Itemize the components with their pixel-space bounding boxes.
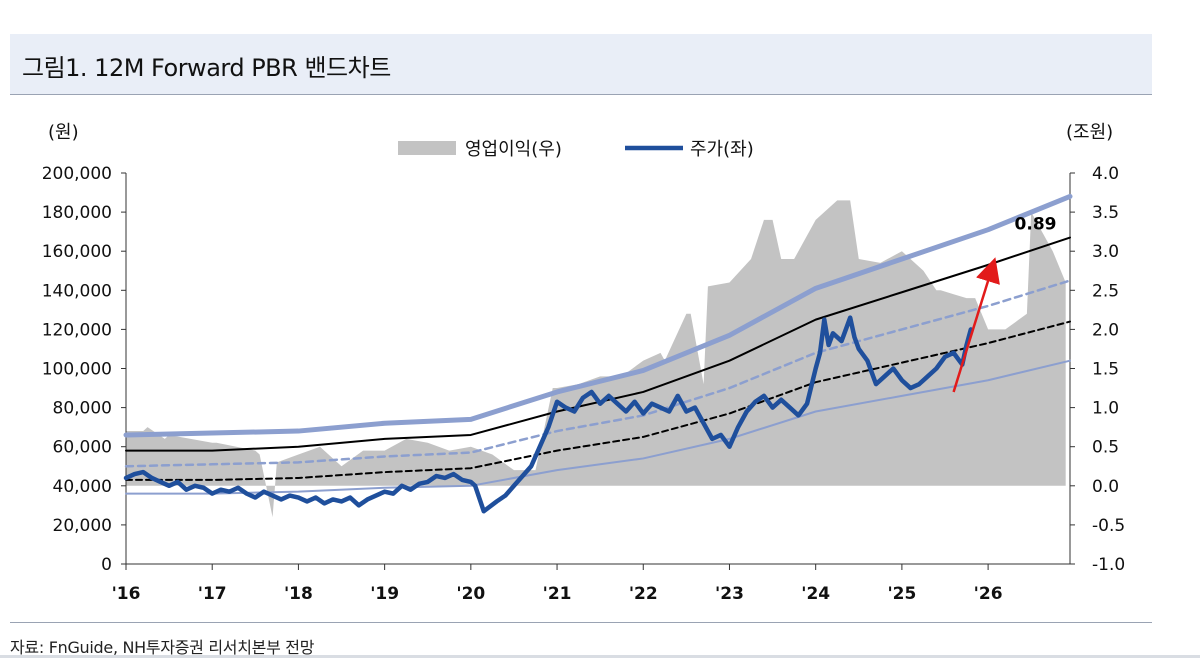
- title-bar: 그림1. 12M Forward PBR 밴드차트: [10, 34, 1152, 95]
- chart-title: 그림1. 12M Forward PBR 밴드차트: [22, 54, 391, 82]
- price-line: [123, 315, 974, 514]
- pbr-band-label: 0.89: [1015, 215, 1057, 235]
- x-tick-label: '24: [801, 584, 830, 604]
- left-tick-label: 20,000: [53, 516, 112, 536]
- x-tick-label: '22: [629, 584, 658, 604]
- x-tick-label: '19: [370, 584, 399, 604]
- left-tick-label: 60,000: [53, 438, 112, 458]
- left-tick-label: 0: [101, 555, 112, 575]
- left-tick-label: 180,000: [42, 203, 112, 223]
- right-tick-label: 2.0: [1092, 320, 1119, 340]
- right-tick-label: 3.5: [1092, 203, 1119, 223]
- x-tick-label: '18: [284, 584, 313, 604]
- legend-label-price: 주가(좌): [690, 139, 754, 160]
- left-tick-label: 100,000: [42, 360, 112, 380]
- source-note: 자료: FnGuide, NH투자증권 리서치본부 전망: [10, 638, 315, 657]
- left-tick-label: 140,000: [42, 281, 112, 301]
- right-tick-label: 1.0: [1092, 399, 1119, 419]
- x-tick-label: '23: [715, 584, 744, 604]
- red-arrow: [952, 257, 1000, 393]
- x-tick-label: '25: [887, 584, 916, 604]
- legend-label-operating-profit: 영업이익(우): [465, 139, 562, 160]
- left-tick-label: 200,000: [42, 164, 112, 184]
- right-tick-label: 2.5: [1092, 281, 1119, 301]
- x-tick-label: '20: [456, 584, 485, 604]
- right-tick-label: 4.0: [1092, 164, 1119, 184]
- x-tick-label: '17: [198, 584, 227, 604]
- right-tick-label: -0.5: [1092, 516, 1125, 536]
- legend-swatch-operating-profit: [398, 141, 456, 155]
- right-tick-label: -1.0: [1092, 555, 1125, 575]
- left-tick-label: 160,000: [42, 242, 112, 262]
- left-tick-label: 40,000: [53, 477, 112, 497]
- operating-profit-area: [126, 200, 1066, 518]
- x-tick-label: '26: [974, 584, 1003, 604]
- band-lower-line: [125, 359, 1071, 495]
- band-mid-black-dashed-line: [125, 320, 1071, 481]
- left-tick-label: 80,000: [53, 399, 112, 419]
- band-mid-blue-dashed-line: [124, 279, 1072, 468]
- left-axis-unit: (원): [48, 122, 79, 143]
- left-tick-label: 120,000: [42, 320, 112, 340]
- right-tick-label: 3.0: [1092, 242, 1119, 262]
- right-tick-label: 0.0: [1092, 477, 1119, 497]
- right-axis-unit: (조원): [1066, 122, 1113, 143]
- band-upper-line: [123, 193, 1073, 438]
- right-tick-label: 0.5: [1092, 438, 1119, 458]
- x-tick-label: '16: [112, 584, 141, 604]
- bottom-rule: [0, 655, 1200, 658]
- x-tick-label: '21: [543, 584, 572, 604]
- right-tick-label: 1.5: [1092, 360, 1119, 380]
- footer-divider: [10, 622, 1152, 623]
